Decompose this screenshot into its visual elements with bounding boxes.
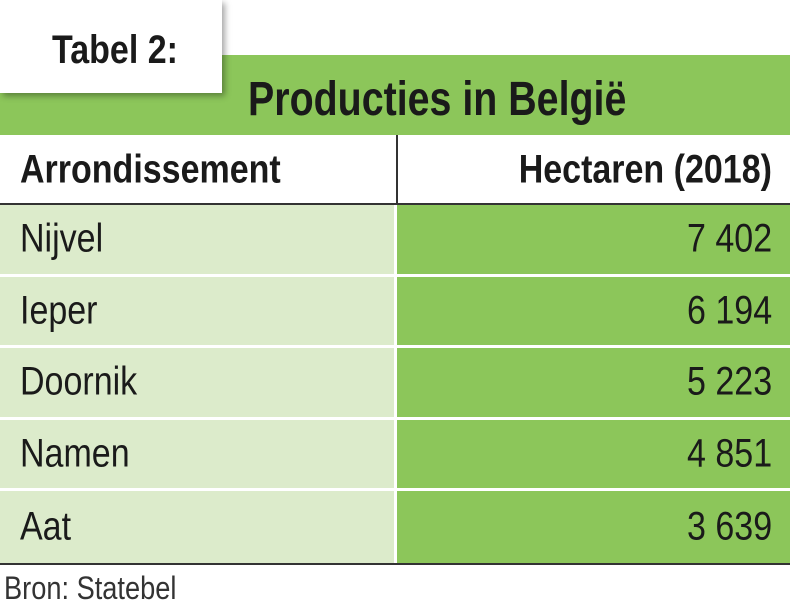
- cell-text: Ieper: [20, 288, 98, 333]
- cell-text: Aat: [20, 504, 72, 549]
- table-title: Producties in België: [248, 73, 627, 126]
- cell-text: Nijvel: [20, 216, 104, 261]
- cell-text: Namen: [20, 431, 130, 476]
- header-row: Arrondissement Hectaren (2018): [0, 135, 790, 205]
- table-cell: 6 194: [397, 276, 790, 349]
- table-cell: 4 851: [397, 419, 790, 492]
- table-cell: 3 639: [397, 491, 790, 563]
- header-cell: Hectaren (2018): [397, 135, 790, 205]
- cell-text: 5 223: [686, 359, 772, 404]
- cell-text: 3 639: [686, 504, 772, 549]
- cell-text: 4 851: [686, 431, 772, 476]
- table-cell: Doornik: [0, 348, 397, 420]
- header-cell: Arrondissement: [0, 135, 397, 205]
- table-tag: Tabel 2:: [0, 0, 222, 93]
- table-cell: 5 223: [397, 348, 790, 420]
- table-cell: Aat: [0, 491, 397, 563]
- header-text: Hectaren (2018): [518, 147, 772, 192]
- header-text: Arrondissement: [20, 147, 281, 192]
- table-cell: Ieper: [0, 276, 397, 349]
- table-cell: Namen: [0, 419, 397, 492]
- column-divider: [396, 135, 398, 205]
- table-cell: Nijvel: [0, 205, 397, 277]
- tag-label: Tabel 2:: [52, 28, 178, 72]
- cell-text: 7 402: [686, 216, 772, 261]
- cell-text: 6 194: [686, 288, 772, 333]
- cell-text: Doornik: [20, 359, 138, 404]
- table-cell: 7 402: [397, 205, 790, 277]
- source-note: Bron: Statebel: [4, 570, 177, 606]
- bottom-rule: [0, 563, 790, 565]
